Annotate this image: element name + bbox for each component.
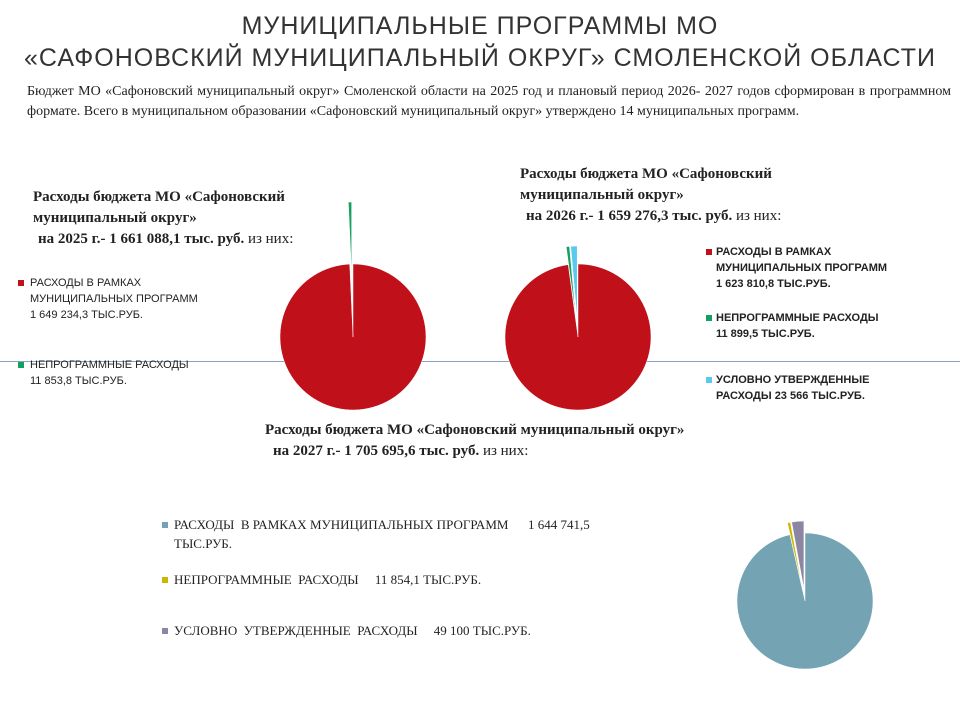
legend-label: ТЫС.РУБ. xyxy=(174,536,233,551)
chart-2026-caption-line1: Расходы бюджета МО «Сафоновский xyxy=(520,166,772,182)
chart-2026-caption: Расходы бюджета МО «Сафоновский муниципа… xyxy=(520,164,781,227)
legend-label: 11 899,5 ТЫС.РУБ. xyxy=(716,328,815,340)
pie-slice xyxy=(565,246,577,320)
legend-swatch xyxy=(706,377,712,383)
legend-swatch xyxy=(18,362,24,368)
legend-item: РАСХОДЫ В РАМКАХ МУНИЦИПАЛЬНЫХ ПРОГРАММ … xyxy=(162,515,722,553)
chart-2025-caption-tail: из них: xyxy=(244,231,294,247)
legend-label: НЕПРОГРАММНЫЕ РАСХОДЫ xyxy=(716,312,879,324)
chart-2027-caption-tail: из них: xyxy=(479,443,529,459)
pie-slice xyxy=(348,201,352,276)
page-title-line1: МУНИЦИПАЛЬНЫЕ ПРОГРАММЫ МО xyxy=(241,12,719,40)
legend-label: РАСХОДЫ 23 566 ТЫС.РУБ. xyxy=(716,390,865,402)
chart-2025-caption-line1: Расходы бюджета МО «Сафоновский xyxy=(33,189,285,205)
pie-slice xyxy=(787,522,803,590)
legend-label: НЕПРОГРАММНЫЕ РАСХОДЫ 11 854,1 ТЫС.РУБ. xyxy=(174,572,482,587)
legend-item: РАСХОДЫ В РАМКАХ МУНИЦИПАЛЬНЫХ ПРОГРАММ … xyxy=(18,275,268,323)
pie-chart-2026 xyxy=(504,245,652,411)
legend-label: МУНИЦИПАЛЬНЫХ ПРОГРАММ xyxy=(30,293,198,305)
pie-slice xyxy=(504,263,652,411)
pie-slice xyxy=(736,532,874,670)
legend-label: 11 853,8 ТЫС.РУБ. xyxy=(30,375,127,387)
chart-2027-total: на 2027 г.- 1 705 695,6 тыс. руб. xyxy=(273,443,480,459)
chart-2027-caption: Расходы бюджета МО «Сафоновский муниципа… xyxy=(265,420,684,462)
legend-swatch xyxy=(706,315,712,321)
legend-item: НЕПРОГРАММНЫЕ РАСХОДЫ 11 853,8 ТЫС.РУБ. xyxy=(18,357,268,389)
chart-2026-legend: РАСХОДЫ В РАМКАХ МУНИЦИПАЛЬНЫХ ПРОГРАММ … xyxy=(706,244,956,404)
pie-slice xyxy=(570,245,578,320)
intro-paragraph: Бюджет МО «Сафоновский муниципальный окр… xyxy=(27,84,951,119)
legend-label: УСЛОВНО УТВЕРЖДЕННЫЕ РАСХОДЫ 49 100 ТЫС.… xyxy=(174,623,531,638)
legend-item: УСЛОВНО УТВЕРЖДЕННЫЕ РАСХОДЫ 23 566 ТЫС.… xyxy=(706,372,956,404)
chart-2026-caption-line2: муниципальный округ» xyxy=(520,187,684,203)
legend-label: РАСХОДЫ В РАМКАХ МУНИЦИПАЛЬНЫХ ПРОГРАММ … xyxy=(174,517,590,532)
chart-2026-total: на 2026 г.- 1 659 276,3 тыс. руб. xyxy=(526,208,733,224)
pie-chart-2025 xyxy=(279,201,427,411)
page-title-line2: «САФОНОВСКИЙ МУНИЦИПАЛЬНЫЙ ОКРУГ» СМОЛЕН… xyxy=(23,44,937,72)
chart-2026-caption-tail: из них: xyxy=(732,208,782,224)
chart-2025-legend: РАСХОДЫ В РАМКАХ МУНИЦИПАЛЬНЫХ ПРОГРАММ … xyxy=(18,275,268,389)
legend-label: 1 623 810,8 ТЫС.РУБ. xyxy=(716,278,831,290)
legend-label: УСЛОВНО УТВЕРЖДЕННЫЕ xyxy=(716,374,870,386)
legend-label: РАСХОДЫ В РАМКАХ xyxy=(716,246,832,258)
legend-item: НЕПРОГРАММНЫЕ РАСХОДЫ 11 899,5 ТЫС.РУБ. xyxy=(706,310,956,342)
legend-swatch xyxy=(162,522,168,528)
pie-chart-2027 xyxy=(736,520,874,670)
chart-2025-caption-line2: муниципальный округ» xyxy=(33,210,197,226)
legend-label: МУНИЦИПАЛЬНЫХ ПРОГРАММ xyxy=(716,262,888,274)
legend-item: РАСХОДЫ В РАМКАХ МУНИЦИПАЛЬНЫХ ПРОГРАММ … xyxy=(706,244,956,292)
legend-label: 1 649 234,3 ТЫС.РУБ. xyxy=(30,309,143,321)
legend-label: РАСХОДЫ В РАМКАХ xyxy=(30,277,142,289)
legend-swatch xyxy=(706,249,712,255)
legend-swatch xyxy=(18,280,24,286)
legend-item: НЕПРОГРАММНЫЕ РАСХОДЫ 11 854,1 ТЫС.РУБ. xyxy=(162,570,722,589)
legend-swatch xyxy=(162,577,168,583)
legend-item: УСЛОВНО УТВЕРЖДЕННЫЕ РАСХОДЫ 49 100 ТЫС.… xyxy=(162,621,722,640)
legend-swatch xyxy=(162,628,168,634)
pie-slice xyxy=(279,263,427,411)
chart-2025-caption: Расходы бюджета МО «Сафоновский муниципа… xyxy=(33,187,293,250)
chart-2025-total: на 2025 г.- 1 661 088,1 тыс. руб. xyxy=(38,231,245,247)
chart-2027-caption-line1: Расходы бюджета МО «Сафоновский муниципа… xyxy=(265,422,685,438)
chart-2027-legend: РАСХОДЫ В РАМКАХ МУНИЦИПАЛЬНЫХ ПРОГРАММ … xyxy=(162,515,722,640)
divider-line xyxy=(0,361,960,362)
legend-label: НЕПРОГРАММНЫЕ РАСХОДЫ xyxy=(30,359,189,371)
pie-slice xyxy=(791,520,805,590)
